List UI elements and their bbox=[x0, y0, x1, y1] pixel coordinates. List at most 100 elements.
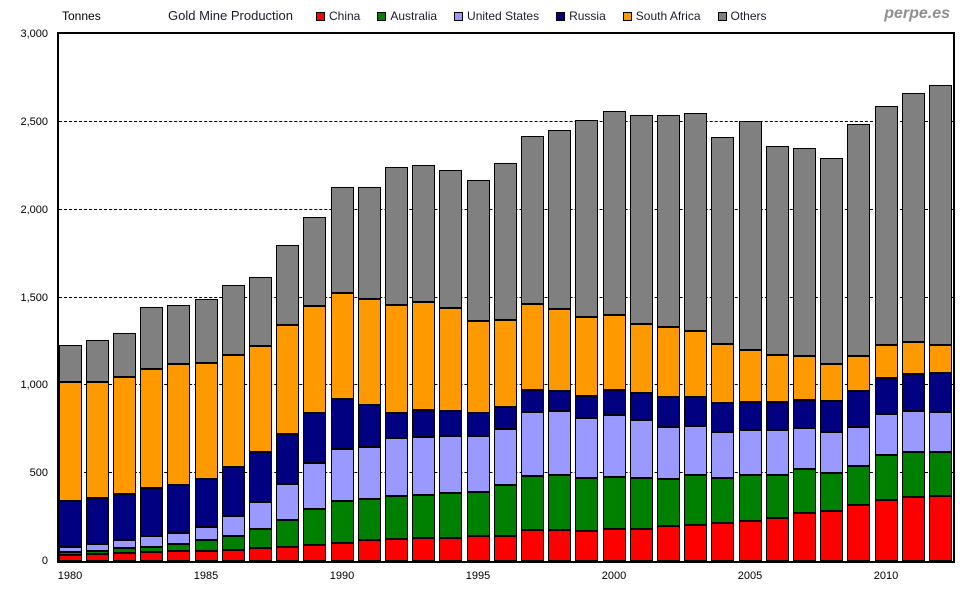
y-tick-label-3000: 3,000 bbox=[20, 28, 48, 40]
bar-2006-australia bbox=[765, 475, 789, 518]
bar-2010-south-africa bbox=[874, 345, 898, 378]
bar-1988-south-africa bbox=[276, 325, 300, 434]
bar-1991-united-states bbox=[357, 447, 381, 499]
bar-1987-china bbox=[248, 548, 272, 561]
bar-1983 bbox=[140, 307, 164, 561]
bar-1994-united-states bbox=[439, 436, 463, 493]
bar-1999-others bbox=[575, 120, 599, 317]
bar-1980-china bbox=[58, 555, 82, 561]
legend-label-south-africa: South Africa bbox=[635, 9, 701, 23]
bar-1996-united-states bbox=[493, 429, 517, 485]
legend-label-china: China bbox=[329, 9, 361, 23]
bar-1986 bbox=[221, 285, 245, 561]
x-tick-label-2005: 2005 bbox=[737, 570, 763, 582]
bar-2012-others bbox=[928, 85, 952, 345]
bar-2002 bbox=[656, 115, 680, 561]
bar-1991-australia bbox=[357, 499, 381, 540]
legend-item-united-states: United States bbox=[454, 9, 539, 23]
legend-item-south-africa: South Africa bbox=[622, 9, 701, 23]
bar-1998-others bbox=[548, 130, 572, 309]
bar-1996-china bbox=[493, 536, 517, 561]
legend-item-russia: Russia bbox=[556, 9, 606, 23]
bar-1995-south-africa bbox=[466, 321, 490, 413]
bar-1985-united-states bbox=[194, 527, 218, 540]
bar-2007-south-africa bbox=[792, 356, 816, 400]
bar-2002-china bbox=[656, 526, 680, 561]
bar-2000-australia bbox=[602, 477, 626, 529]
bar-2005-china bbox=[738, 521, 762, 561]
bar-1984-china bbox=[167, 551, 191, 561]
bar-1987-south-africa bbox=[248, 346, 272, 452]
bar-2001-united-states bbox=[629, 420, 653, 478]
bar-1981-united-states bbox=[85, 544, 109, 551]
bar-1999-china bbox=[575, 531, 599, 561]
bar-2003-russia bbox=[684, 397, 708, 426]
bar-2004-china bbox=[711, 523, 735, 561]
gridline-2500 bbox=[59, 120, 953, 122]
bar-1994 bbox=[439, 170, 463, 561]
bar-2011-australia bbox=[901, 452, 925, 497]
bar-2000-russia bbox=[602, 390, 626, 415]
bar-2008-others bbox=[820, 158, 844, 364]
bar-2012-russia bbox=[928, 373, 952, 412]
bar-1983-others bbox=[140, 307, 164, 369]
bar-1982-south-africa bbox=[112, 377, 136, 494]
bar-1983-australia bbox=[140, 547, 164, 552]
bar-1997-south-africa bbox=[520, 304, 544, 390]
bar-1993-russia bbox=[412, 410, 436, 437]
bar-1984-russia bbox=[167, 485, 191, 533]
plot-area bbox=[57, 32, 955, 563]
bar-2008-australia bbox=[820, 473, 844, 511]
bar-2003-australia bbox=[684, 475, 708, 525]
bar-2009-united-states bbox=[847, 427, 871, 466]
bar-1983-united-states bbox=[140, 536, 164, 547]
bar-1989 bbox=[303, 217, 327, 561]
bar-1986-others bbox=[221, 285, 245, 355]
bar-1990-australia bbox=[330, 501, 354, 543]
bar-2000-china bbox=[602, 529, 626, 561]
bar-1981-australia bbox=[85, 551, 109, 554]
legend-marker-others-icon bbox=[717, 11, 727, 21]
bar-1987 bbox=[248, 277, 272, 561]
bar-1985-china bbox=[194, 551, 218, 561]
watermark: perpe.es bbox=[884, 5, 950, 22]
bar-2004-australia bbox=[711, 478, 735, 523]
bar-2009-south-africa bbox=[847, 356, 871, 391]
bar-2008-china bbox=[820, 511, 844, 561]
bar-1980-others bbox=[58, 345, 82, 382]
bar-2009-others bbox=[847, 124, 871, 356]
bar-2007-china bbox=[792, 513, 816, 561]
bar-1997 bbox=[520, 136, 544, 561]
bar-2003 bbox=[684, 113, 708, 561]
bar-2011-south-africa bbox=[901, 342, 925, 374]
bar-1990-russia bbox=[330, 399, 354, 449]
bar-2010-china bbox=[874, 500, 898, 561]
bar-1999-australia bbox=[575, 478, 599, 531]
bar-2009 bbox=[847, 124, 871, 561]
bar-1990-china bbox=[330, 543, 354, 561]
bar-2012-south-africa bbox=[928, 345, 952, 373]
bar-2006-russia bbox=[765, 402, 789, 430]
bar-1980 bbox=[58, 345, 82, 561]
bar-1984 bbox=[167, 305, 191, 561]
bar-2004-russia bbox=[711, 403, 735, 432]
bar-2000-united-states bbox=[602, 415, 626, 477]
bar-1993-china bbox=[412, 538, 436, 561]
bar-1988-others bbox=[276, 245, 300, 325]
bar-2008 bbox=[820, 158, 844, 561]
bar-2001-russia bbox=[629, 393, 653, 420]
bar-1996 bbox=[493, 163, 517, 561]
legend-item-china: China bbox=[316, 9, 360, 23]
legend-label-united-states: United States bbox=[467, 9, 540, 23]
bar-2003-others bbox=[684, 113, 708, 331]
bar-1993-australia bbox=[412, 495, 436, 538]
bar-1996-australia bbox=[493, 485, 517, 536]
bar-1990 bbox=[330, 187, 354, 561]
bar-1985 bbox=[194, 299, 218, 561]
bar-2006 bbox=[765, 146, 789, 561]
bar-1991 bbox=[357, 187, 381, 561]
bar-1986-australia bbox=[221, 536, 245, 550]
bar-1989-south-africa bbox=[303, 306, 327, 413]
bar-1999-russia bbox=[575, 396, 599, 418]
